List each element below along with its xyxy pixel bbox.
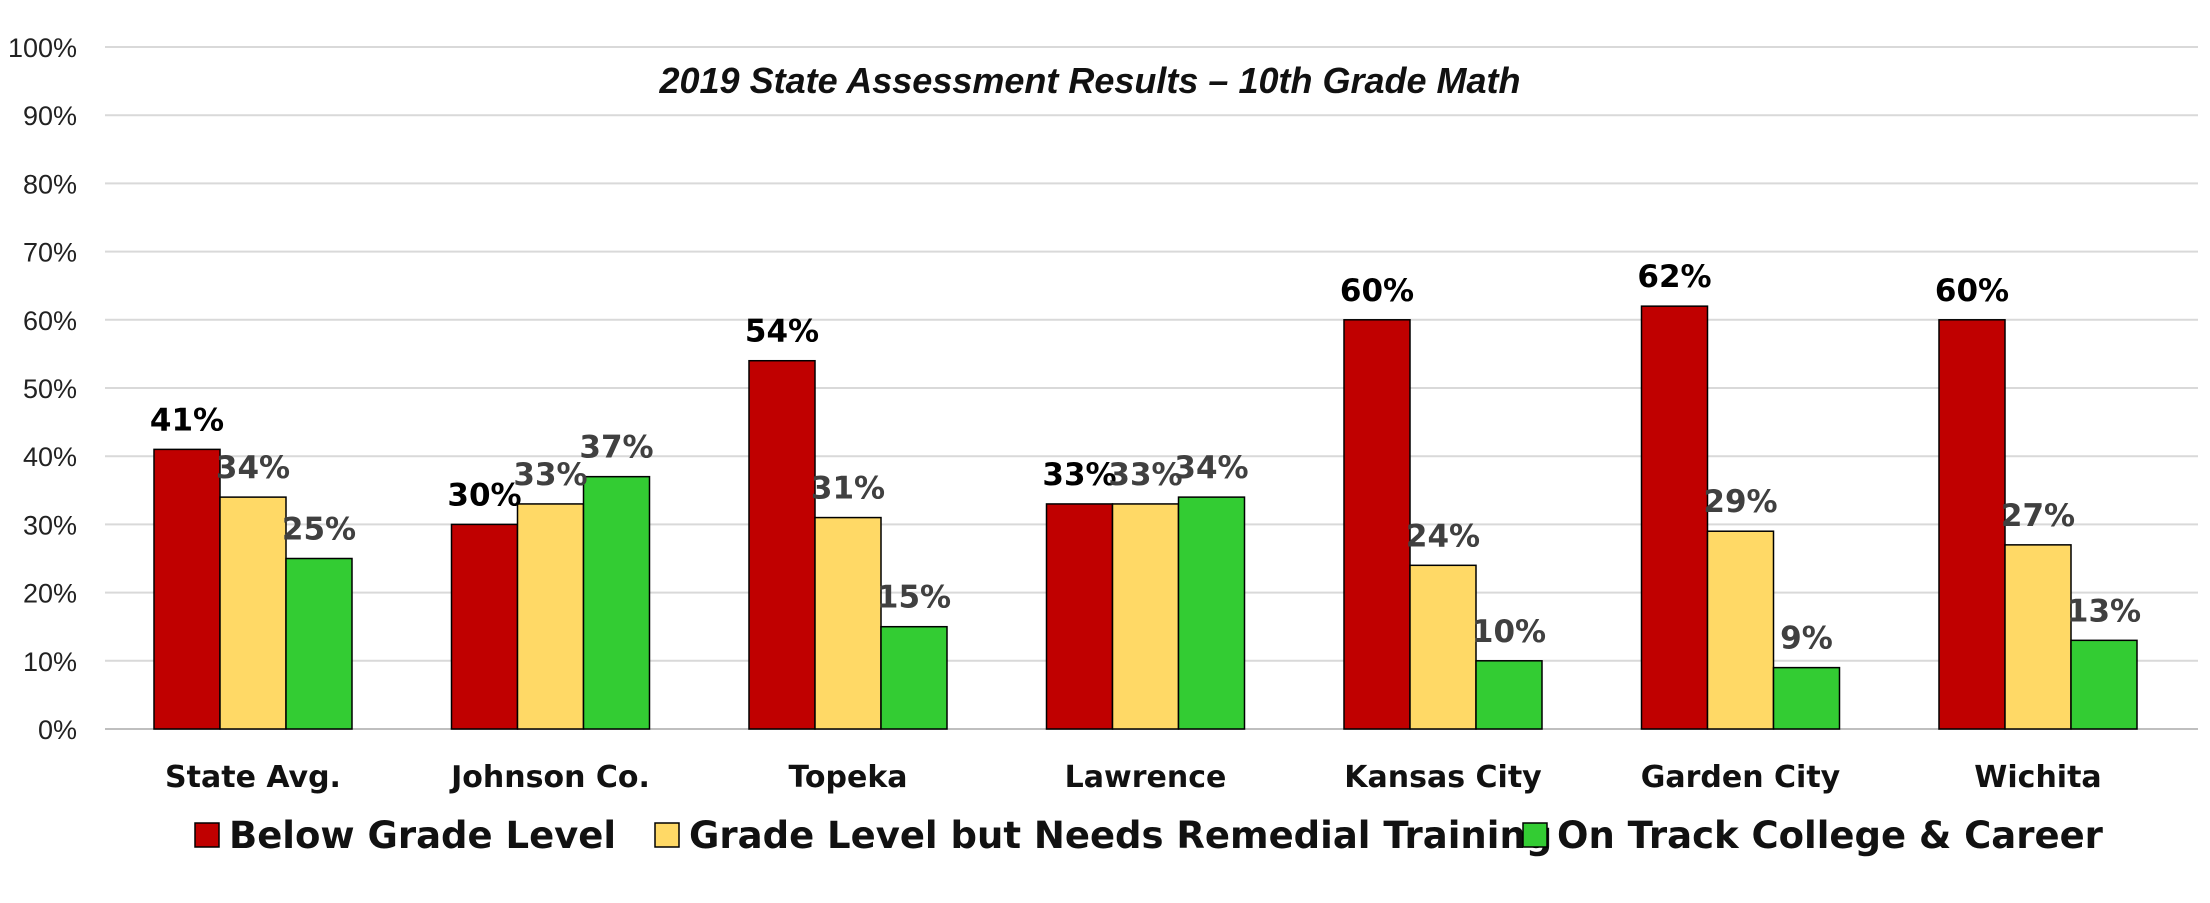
y-tick-label: 70% xyxy=(23,238,77,268)
x-axis-categories: State Avg. Johnson Co. Topeka Lawrence Kansa… xyxy=(165,760,2102,795)
data-label: 33% xyxy=(1108,457,1182,493)
y-axis-ticks: 0% 10% 20% 30% 40% 50% 60% 70% 80% 90% 100% xyxy=(8,33,77,745)
category-label: Garden City xyxy=(1641,760,1841,795)
data-label: 24% xyxy=(1406,518,1480,554)
category-label: Johnson Co. xyxy=(449,760,650,795)
bar xyxy=(153,448,221,730)
bar xyxy=(1343,319,1411,730)
data-label: 54% xyxy=(745,314,819,350)
data-label: 13% xyxy=(2067,593,2141,629)
bar xyxy=(880,625,948,730)
data-label: 27% xyxy=(2001,498,2075,534)
category-label: Lawrence xyxy=(1065,760,1227,795)
bar xyxy=(1938,319,2006,730)
bar xyxy=(1475,660,1543,730)
y-tick-label: 20% xyxy=(23,579,77,609)
legend-swatch xyxy=(654,822,680,848)
data-label: 60% xyxy=(1935,273,2009,309)
bars xyxy=(153,305,2138,730)
bar xyxy=(516,503,585,730)
chart-title: 2019 State Assessment Results – 10th Gra… xyxy=(658,60,1520,101)
data-label: 29% xyxy=(1703,484,1777,520)
category-label: Kansas City xyxy=(1344,760,1542,795)
data-label: 62% xyxy=(1637,259,1711,295)
data-label: 25% xyxy=(282,512,356,548)
y-tick-label: 100% xyxy=(8,33,77,63)
y-tick-label: 0% xyxy=(38,715,77,745)
legend-swatch xyxy=(1522,822,1548,848)
y-tick-label: 60% xyxy=(23,306,77,336)
legend-label: Grade Level but Needs Remedial Training xyxy=(689,814,1552,857)
data-label: 9% xyxy=(1780,621,1833,657)
bar xyxy=(219,496,287,730)
bar xyxy=(1177,496,1246,730)
y-tick-label: 10% xyxy=(23,647,77,677)
legend-item: Grade Level but Needs Remedial Training xyxy=(654,814,1552,857)
legend-label: Below Grade Level xyxy=(229,814,616,857)
bar xyxy=(2070,639,2138,730)
y-tick-label: 30% xyxy=(23,510,77,540)
legend: Below Grade Level Grade Level but Needs R… xyxy=(194,814,2104,857)
y-tick-label: 50% xyxy=(23,374,77,404)
bar xyxy=(582,475,651,730)
legend-label: On Track College & Career xyxy=(1557,814,2104,857)
category-label: Topeka xyxy=(788,760,907,795)
data-label: 34% xyxy=(1174,450,1248,486)
data-label: 15% xyxy=(877,580,951,616)
bar xyxy=(1772,666,1841,730)
data-label: 41% xyxy=(150,402,224,438)
data-label: 30% xyxy=(447,477,521,513)
bar xyxy=(285,557,353,730)
data-label: 34% xyxy=(216,450,290,486)
bar xyxy=(1111,503,1180,730)
y-tick-label: 90% xyxy=(23,101,77,131)
legend-item: On Track College & Career xyxy=(1522,814,2104,857)
bar xyxy=(1409,564,1477,730)
bar xyxy=(1706,530,1775,730)
category-label: State Avg. xyxy=(165,760,341,795)
data-label: 10% xyxy=(1472,614,1546,650)
data-labels: 41%34%25%30%33%37%54%31%15%33%33%34%60%2… xyxy=(150,259,2141,656)
bar xyxy=(2004,544,2072,730)
category-label: Wichita xyxy=(1974,760,2101,795)
data-label: 33% xyxy=(1042,457,1116,493)
legend-item: Below Grade Level xyxy=(194,814,616,857)
bar xyxy=(748,359,816,730)
y-tick-label: 40% xyxy=(23,442,77,472)
y-tick-label: 80% xyxy=(23,169,77,199)
bar xyxy=(1640,305,1709,730)
bar xyxy=(1045,503,1114,730)
bar xyxy=(450,523,519,730)
data-label: 37% xyxy=(579,430,653,466)
data-label: 60% xyxy=(1340,273,1414,309)
data-label: 31% xyxy=(811,471,885,507)
data-label: 33% xyxy=(513,457,587,493)
legend-swatch xyxy=(194,822,220,848)
bar xyxy=(814,516,882,730)
